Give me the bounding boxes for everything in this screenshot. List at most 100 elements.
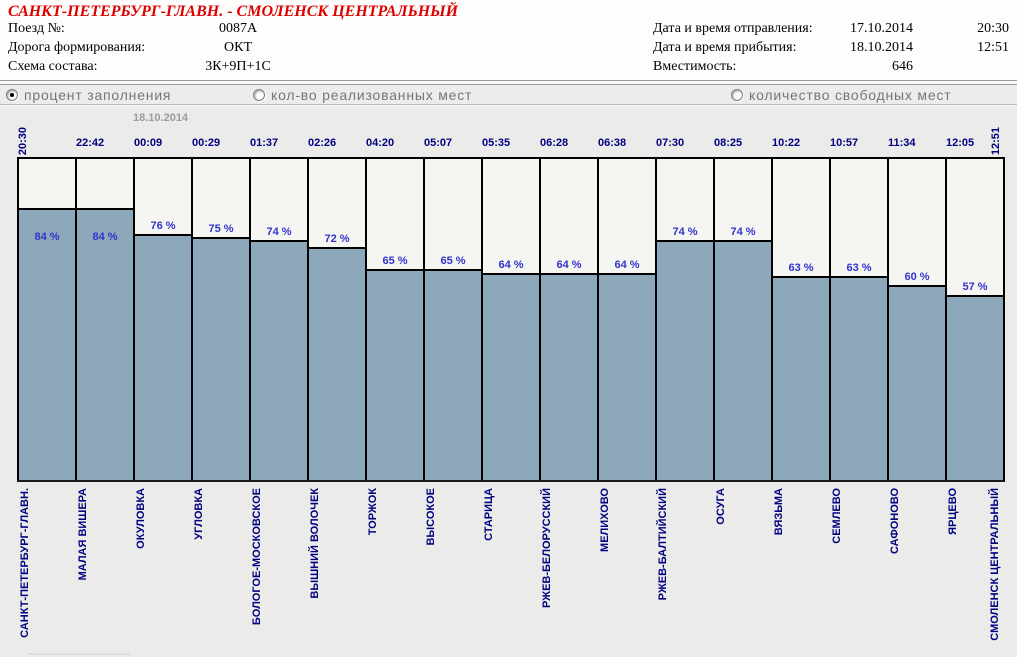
- percent-label: 64 %: [614, 259, 640, 271]
- percent-label: 72 %: [324, 233, 350, 245]
- station-label: ОКУЛОВКА: [135, 488, 147, 549]
- time-label: 04:20: [366, 137, 395, 149]
- forming-road-value: ОКТ: [224, 40, 252, 55]
- occupancy-bar: [599, 273, 655, 480]
- time-label: 00:29: [192, 137, 221, 149]
- station-label: САФОНОВО: [889, 488, 901, 555]
- occupancy-bar: [947, 295, 1003, 480]
- station-label: БОЛОГОЕ-МОСКОВСКОЕ: [251, 488, 263, 626]
- chart-column: 64 %: [597, 159, 655, 480]
- radio-label[interactable]: процент заполнения: [24, 87, 172, 103]
- chart-column: 74 %: [713, 159, 771, 480]
- station-label: МАЛАЯ ВИШЕРА: [77, 488, 89, 581]
- time-label: 20:30: [17, 126, 29, 155]
- time-label: 10:22: [772, 137, 801, 149]
- chart-column: 65 %: [423, 159, 481, 480]
- chart-column: 63 %: [829, 159, 887, 480]
- chart-column: 63 %: [771, 159, 829, 480]
- display-mode-bar: процент заполнения кол-во реализованных …: [0, 85, 1017, 105]
- departure-time: 20:30: [977, 21, 1009, 36]
- station-label: МЕЛИХОВО: [599, 488, 611, 552]
- station-label: САНКТ-ПЕТЕРБУРГ-ГЛАВН.: [19, 488, 31, 638]
- percent-label: 74 %: [266, 226, 292, 238]
- station-label: УГЛОВКА: [193, 488, 205, 540]
- capacity-label: Вместимость:: [653, 59, 737, 74]
- occupancy-bar: [77, 208, 133, 480]
- radio-button-icon[interactable]: [253, 89, 265, 101]
- time-label: 01:37: [250, 137, 279, 149]
- time-label: 08:25: [714, 137, 743, 149]
- occupancy-bar: [831, 276, 887, 480]
- radio-button-icon[interactable]: [6, 89, 18, 101]
- station-label: СТАРИЦА: [483, 488, 495, 541]
- percent-label: 84 %: [34, 231, 60, 243]
- percent-label: 64 %: [498, 259, 524, 271]
- time-label: 22:42: [76, 137, 105, 149]
- percent-label: 63 %: [846, 262, 872, 274]
- percent-label: 74 %: [730, 226, 756, 238]
- time-label: 10:57: [830, 137, 859, 149]
- occupancy-bar: [483, 273, 539, 480]
- chart-column: 72 %: [307, 159, 365, 480]
- station-label: ВЫШНИЙ ВОЛОЧЕК: [309, 488, 321, 599]
- chart-column: 84 %: [17, 159, 75, 480]
- station-label: ВЫСОКОЕ: [425, 488, 437, 546]
- occupancy-chart: 18.10.2014 20:30 22:42 00:09 00:29 01:37 02:2…: [0, 104, 1017, 657]
- time-label: 06:38: [598, 137, 627, 149]
- date-change-annotation: 18.10.2014: [133, 112, 189, 124]
- percent-label: 63 %: [788, 262, 814, 274]
- occupancy-bar: [367, 269, 423, 480]
- chart-column: 75 %: [191, 159, 249, 480]
- occupancy-bar: [889, 285, 945, 480]
- occupancy-bar: [541, 273, 597, 480]
- station-label: РЖЕВ-БЕЛОРУССКИЙ: [541, 488, 553, 609]
- forming-road-label: Дорога формирования:: [8, 40, 146, 55]
- radio-label[interactable]: кол-во реализованных мест: [271, 87, 473, 103]
- chart-column: 64 %: [481, 159, 539, 480]
- capacity-value: 646: [892, 59, 913, 74]
- chart-column: 65 %: [365, 159, 423, 480]
- radio-label[interactable]: количество свободных мест: [749, 87, 952, 103]
- percent-label: 84 %: [92, 231, 118, 243]
- chart-column: 74 %: [249, 159, 307, 480]
- chart-column: 57 %: [945, 159, 1003, 480]
- header-separator: [0, 80, 1017, 85]
- station-label: РЖЕВ-БАЛТИЙСКИЙ: [657, 488, 669, 601]
- route-title: САНКТ-ПЕТЕРБУРГ-ГЛАВН. - СМОЛЕНСК ЦЕНТРА…: [8, 3, 459, 20]
- time-label: 12:51: [990, 126, 1002, 155]
- time-label: 05:07: [424, 137, 453, 149]
- percent-label: 64 %: [556, 259, 582, 271]
- percent-label: 74 %: [672, 226, 698, 238]
- occupancy-bar: [715, 240, 771, 480]
- time-label: 00:09: [134, 137, 163, 149]
- percent-label: 75 %: [208, 223, 234, 235]
- chart-column: 64 %: [539, 159, 597, 480]
- arrival-date: 18.10.2014: [850, 40, 913, 55]
- percent-label: 76 %: [150, 220, 176, 232]
- train-number-label: Поезд №:: [8, 21, 65, 36]
- time-label: 05:35: [482, 137, 511, 149]
- station-label: ЯРЦЕВО: [947, 488, 959, 535]
- departure-label: Дата и время отправления:: [653, 21, 813, 36]
- occupancy-bar: [425, 269, 481, 480]
- station-label: СЕМЛЕВО: [831, 488, 843, 544]
- train-number-value: 0087А: [218, 21, 258, 36]
- time-label: 12:05: [946, 137, 975, 149]
- station-label: СМОЛЕНСК ЦЕНТРАЛЬНЫЙ: [989, 488, 1001, 641]
- chart-column: 84 %: [75, 159, 133, 480]
- time-label: 02:26: [308, 137, 337, 149]
- percent-label: 65 %: [440, 255, 466, 267]
- occupancy-bar: [657, 240, 713, 480]
- occupancy-bar: [193, 237, 249, 480]
- composition-scheme-label: Схема состава:: [8, 59, 98, 74]
- departure-date: 17.10.2014: [850, 21, 913, 36]
- chart-column: 76 %: [133, 159, 191, 480]
- occupancy-bar: [135, 234, 191, 480]
- percent-label: 60 %: [904, 271, 930, 283]
- scrollbar-remnant: [28, 653, 130, 655]
- composition-scheme-value: 3К+9П+1С: [205, 59, 271, 74]
- time-label: 11:34: [888, 137, 916, 149]
- arrival-label: Дата и время прибытия:: [653, 40, 797, 55]
- radio-button-icon[interactable]: [731, 89, 743, 101]
